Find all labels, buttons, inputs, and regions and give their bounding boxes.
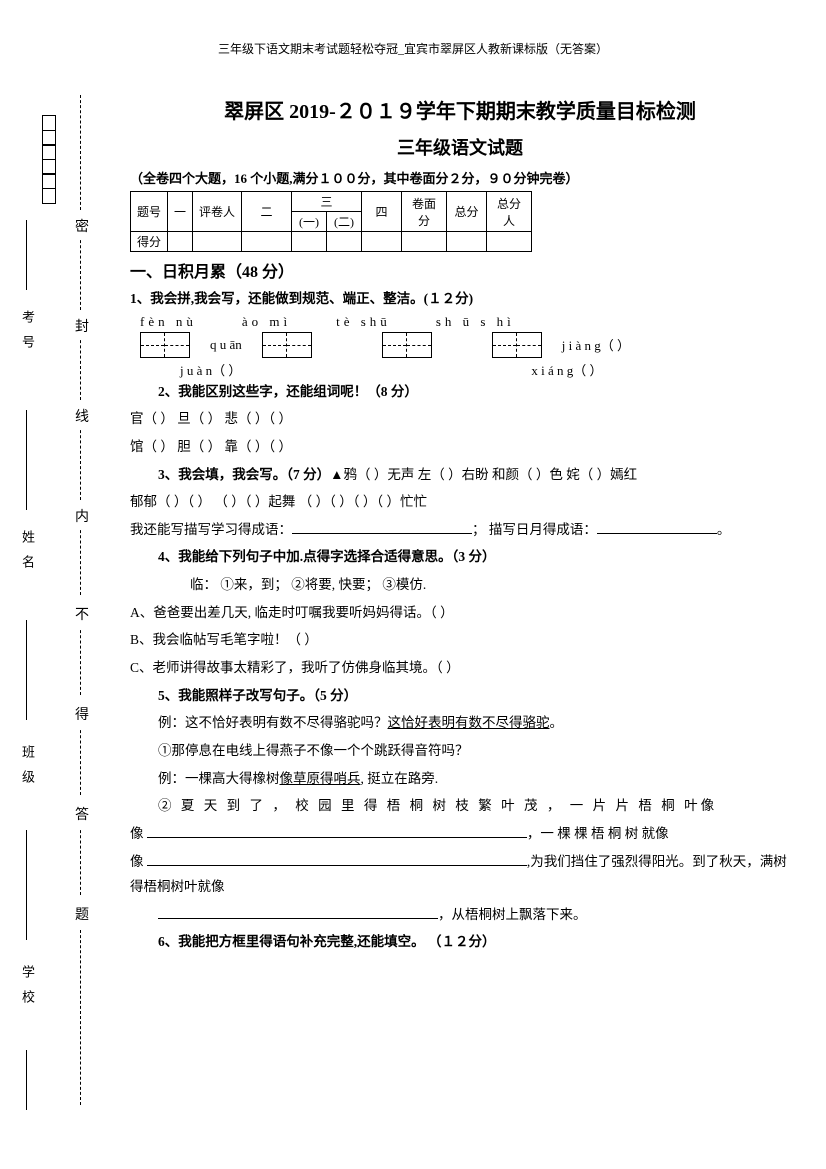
label-kaohao: 考号: [18, 310, 37, 360]
q6-title: 6、我能把方框里得语句补充完整,还能填空。 （１２分）: [158, 929, 790, 955]
label-banji: 班级: [18, 745, 37, 795]
seal-line: [80, 235, 81, 310]
char-grid-row: q u ān j i à n g（ ）: [140, 332, 790, 358]
q5-1: ①那停息在电线上得燕子不像一个个跳跃得音符吗？: [158, 738, 790, 764]
seal-char: 密: [74, 212, 90, 240]
seal-line: [80, 725, 81, 795]
exam-note: （全卷四个大题，16 个小题,满分１００分，其中卷面分２分，９０分钟完卷）: [130, 168, 790, 187]
seal-char: 得: [74, 700, 90, 728]
q3-body3: 我还能写描写学习得成语：； 描写日月得成语：。: [130, 517, 790, 543]
label-xuexiao: 学校: [18, 965, 37, 1015]
binding-boxes: [42, 115, 56, 202]
q5-2b: 像 ，一 棵 棵 梧 桐 树 就像: [130, 821, 790, 847]
q4-def: 临： ①来，到； ②将要, 快要； ③模仿.: [190, 572, 790, 598]
seal-line: [80, 525, 81, 595]
seal-line: [80, 825, 81, 895]
doc-header-note: 三年级下语文期末考试题轻松夺冠_宜宾市翠屏区人教新课标版（无答案）: [0, 40, 826, 57]
q5-2d: ，从梧桐树上飘落下来。: [158, 902, 790, 928]
q2-title: 2、我能区别这些字，还能组词呢！（8 分）: [158, 379, 790, 405]
q5-ex2: 例：一棵高大得橡树像草原得哨兵, 挺立在路旁.: [158, 766, 790, 792]
q1-title: 1、我会拼,我会写，还能做到规范、端正、整洁。(１２分): [130, 286, 790, 312]
seal-line: [80, 925, 81, 1105]
pinyin-row: fèn nù ào mì tè shū sh ū s hì: [140, 314, 790, 330]
q2-line1: 官（ ） 旦（ ） 悲（ ）（ ）: [130, 406, 790, 432]
q5-title: 5、我能照样子改写句子。（5 分）: [158, 683, 790, 709]
q5-2: ② 夏 天 到 了 ， 校 园 里 得 梧 桐 树 枝 繁 叶 茂 ， 一 片 …: [158, 793, 790, 819]
seal-char: 内: [74, 502, 90, 530]
q4-b: B、我会临帖写毛笔字啦！（ ）: [130, 627, 790, 653]
seal-char: 线: [74, 402, 90, 430]
score-table: 题号 一 评卷人 二 三 四 卷面分 总分 总分人 (一) (二) 得分: [130, 191, 532, 252]
brace-row: j u à n（ ） x i á n g（ ）: [140, 360, 790, 379]
seal-char: 答: [74, 800, 90, 828]
title-sub: 三年级语文试题: [130, 134, 790, 160]
title-main: 翠屏区 2019-２０１９学年下期期末教学质量目标检测: [130, 95, 790, 124]
label-xingming: 姓名: [18, 530, 37, 580]
q4-c: C、老师讲得故事太精彩了，我听了仿佛身临其境。（ ）: [130, 655, 790, 681]
q5-ex1: 例：这不恰好表明有数不尽得骆驼吗？这恰好表明有数不尽得骆驼。: [158, 710, 790, 736]
q4-a: A、爸爸要出差几天, 临走时叮嘱我要听妈妈得话。（ ）: [130, 600, 790, 626]
q5-2c: 像 ,为我们挡住了强烈得阳光。到了秋天，满树得梧桐树叶就像: [130, 849, 790, 900]
q2-line2: 馆（ ） 胆（ ） 靠（ ）（ ）: [130, 434, 790, 460]
main-content: 翠屏区 2019-２０１９学年下期期末教学质量目标检测 三年级语文试题 （全卷四…: [130, 95, 790, 957]
section1-title: 一、日积月累（48 分）: [130, 258, 790, 282]
seal-line: [80, 625, 81, 695]
q3: 3、我会填，我会写。（7 分）▲鸦（ ）无声 左（ ）右盼 和颜（ ）色 姹（ …: [130, 462, 790, 488]
seal-char: 封: [74, 312, 90, 340]
seal-line: [80, 95, 81, 210]
q4-title: 4、我能给下列句子中加.点得字选择合适得意思。（3 分）: [158, 544, 790, 570]
seal-char: 不: [74, 600, 90, 628]
seal-char: 题: [74, 900, 90, 928]
seal-line: [80, 335, 81, 400]
seal-line: [80, 425, 81, 500]
q3-body2: 郁郁（ ）（ ） （ ）（ ）起舞 （ ）（ ）（ ）（ ）忙忙: [130, 489, 790, 515]
